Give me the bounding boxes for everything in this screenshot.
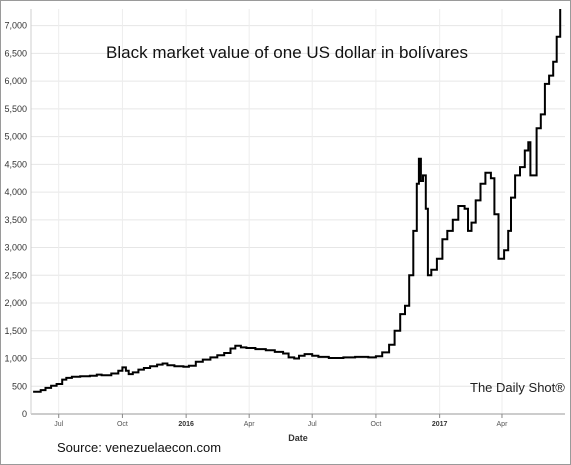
y-tick-label: 3,000 (4, 243, 27, 253)
x-tick-label: Oct (117, 421, 128, 428)
y-tick-label: 3,500 (4, 215, 27, 225)
y-tick-label: 7,000 (4, 21, 27, 31)
y-tick-label: 6,000 (4, 76, 27, 86)
y-tick-label: 5,500 (4, 104, 27, 114)
y-tick-label: 1,000 (4, 354, 27, 364)
y-axis-ticks: 0 500 1,000 1,500 2,000 2,500 3,000 3,500 4,000 4… (4, 21, 27, 419)
x-tick-label: 2017 (432, 421, 448, 428)
y-tick-label: 4,500 (4, 159, 27, 169)
brand-watermark: The Daily Shot® (470, 380, 565, 395)
y-tick-label: 1,500 (4, 326, 27, 336)
source-note: Source: venezuelaecon.com (57, 440, 221, 455)
x-tick-label: Apr (244, 421, 256, 428)
y-tick-label: 6,500 (4, 48, 27, 58)
x-tick-label: Jul (308, 421, 317, 428)
chart-title: Black market value of one US dollar in b… (106, 43, 468, 62)
y-tick-label: 5,000 (4, 132, 27, 142)
gridlines (31, 9, 565, 415)
x-tick-label: Oct (370, 421, 381, 428)
x-tick-label: 2016 (178, 421, 194, 428)
x-tick-label: Jul (54, 421, 63, 428)
series-line (33, 9, 562, 393)
y-tick-label: 0 (22, 409, 27, 419)
y-tick-label: 2,500 (4, 270, 27, 280)
y-tick-label: 2,000 (4, 298, 27, 308)
y-tick-label: 4,000 (4, 187, 27, 197)
x-axis-ticks: Jul Oct 2016 Apr Jul Oct 2017 Apr (54, 414, 508, 428)
x-axis-title: Date (288, 433, 308, 443)
series-group (33, 9, 562, 393)
axes (30, 9, 565, 415)
x-tick-label: Apr (497, 421, 509, 428)
y-tick-label: 500 (12, 381, 27, 391)
